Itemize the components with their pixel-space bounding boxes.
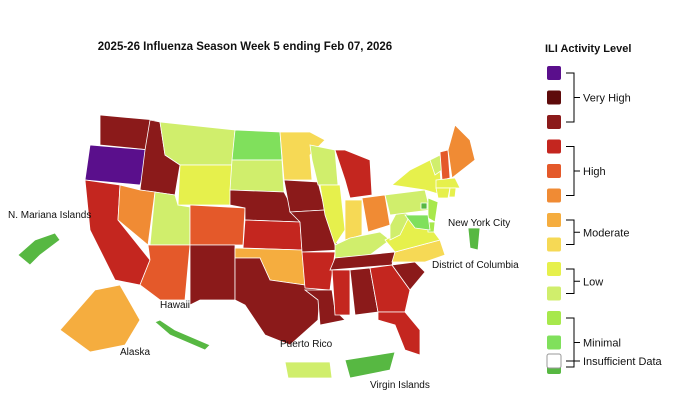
region <box>301 251 336 291</box>
region <box>384 189 431 216</box>
legend-label: Very High <box>583 93 631 105</box>
legend-title: ILI Activity Level <box>545 43 631 55</box>
legend-swatch <box>547 262 561 276</box>
region-label: Virgin Islands <box>370 380 430 391</box>
legend-swatch <box>547 139 561 154</box>
region <box>59 284 141 353</box>
legend-swatch <box>547 66 561 80</box>
region <box>154 319 211 351</box>
region <box>177 164 233 206</box>
region <box>84 144 151 186</box>
legend-bracket <box>566 268 580 294</box>
legend-swatch <box>547 335 561 350</box>
region <box>377 311 421 356</box>
region <box>391 239 446 263</box>
region <box>447 124 476 179</box>
region <box>17 232 61 266</box>
region <box>435 187 451 199</box>
legend-swatch <box>547 90 561 105</box>
region <box>229 159 285 193</box>
region-label: District of Columbia <box>432 260 519 271</box>
region-label: N. Mariana Islands <box>8 210 91 221</box>
legend-label: Insufficient Data <box>583 356 663 368</box>
legend-bracket <box>566 317 580 368</box>
region <box>189 244 236 306</box>
region <box>427 197 439 223</box>
region <box>391 261 426 291</box>
legend-swatch <box>547 286 561 301</box>
region <box>284 361 333 379</box>
region <box>344 199 363 241</box>
region <box>159 121 236 166</box>
legend-bracket <box>566 146 580 196</box>
region-label: Hawaii <box>160 300 190 311</box>
region-label: New York City <box>448 218 510 229</box>
region <box>242 219 303 251</box>
region <box>319 184 346 246</box>
region <box>139 244 191 301</box>
map-title: 2025-26 Influenza Season Week 5 ending F… <box>98 41 392 53</box>
legend: Very High High Moderate Low Minimal Insuffici… <box>546 66 663 374</box>
region <box>344 351 396 379</box>
region <box>234 257 321 346</box>
legend-swatch <box>547 213 561 227</box>
region-label: Alaska <box>120 347 150 358</box>
region <box>404 214 431 231</box>
region <box>467 227 481 251</box>
region <box>117 184 156 246</box>
legend-label: High <box>583 166 606 178</box>
legend-swatch <box>547 188 561 203</box>
legend-swatch <box>547 237 561 252</box>
region <box>189 204 246 246</box>
region <box>439 149 451 181</box>
region <box>303 289 346 326</box>
region <box>361 194 391 233</box>
legend-bracket <box>566 219 580 245</box>
legend-label: Moderate <box>583 227 629 239</box>
legend-swatch <box>546 353 562 369</box>
legend-swatch <box>547 164 561 178</box>
region <box>231 129 283 161</box>
region <box>420 202 428 210</box>
legend-bracket <box>566 72 580 123</box>
region <box>334 149 373 199</box>
map: N. Mariana Islands Hawaii Alaska Puerto Ric… <box>8 114 519 391</box>
region-label: Puerto Rico <box>280 339 333 350</box>
legend-swatch <box>547 115 561 129</box>
legend-label: Minimal <box>583 338 621 350</box>
legend-swatch <box>547 311 561 325</box>
region <box>448 187 457 198</box>
region <box>309 144 339 186</box>
legend-label: Low <box>583 276 603 288</box>
region <box>435 177 461 189</box>
region <box>331 269 351 316</box>
